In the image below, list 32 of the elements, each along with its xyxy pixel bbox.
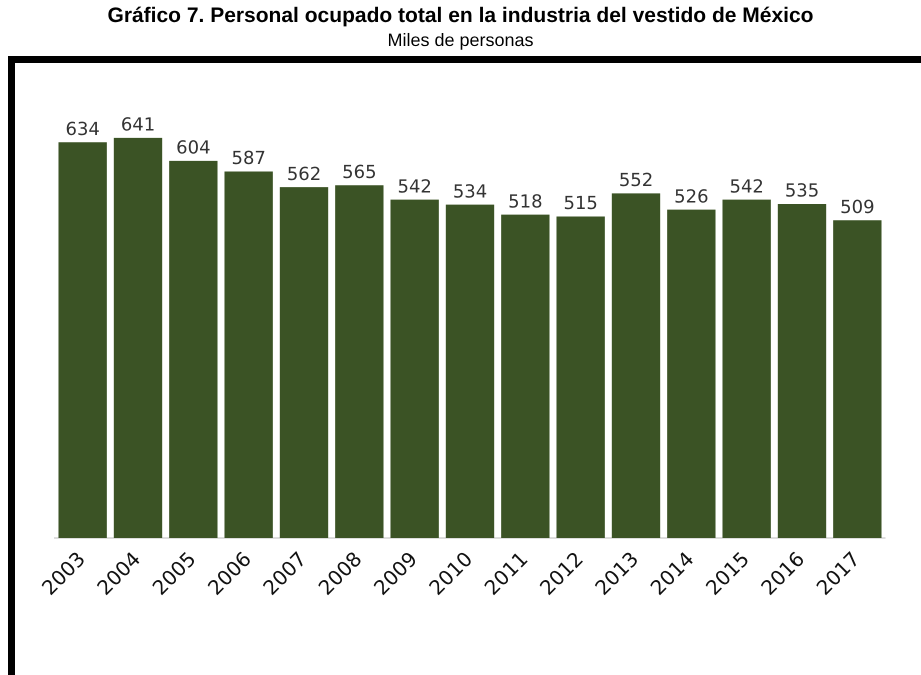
bar xyxy=(667,210,716,538)
bar xyxy=(556,216,605,538)
data-label: 518 xyxy=(508,191,543,212)
data-label: 509 xyxy=(840,196,875,218)
bar xyxy=(722,200,771,538)
bar xyxy=(335,185,384,538)
chart-title: Gráfico 7. Personal ocupado total en la industria del vestido de México xyxy=(106,4,814,28)
bar xyxy=(778,204,826,538)
bar xyxy=(280,187,328,538)
bar xyxy=(169,160,218,538)
bar xyxy=(612,193,660,538)
data-label: 535 xyxy=(784,180,820,202)
bar xyxy=(501,214,550,538)
data-label: 552 xyxy=(618,170,654,192)
data-label: 562 xyxy=(286,164,322,185)
chart-subtitle: Miles de personas xyxy=(386,30,535,51)
bar xyxy=(114,138,162,538)
bar xyxy=(833,220,882,538)
bar xyxy=(224,172,273,538)
data-label: 542 xyxy=(397,176,432,198)
data-label: 634 xyxy=(65,118,100,140)
data-label: 526 xyxy=(674,186,709,208)
data-label: 587 xyxy=(231,148,266,170)
data-label: 515 xyxy=(563,193,598,214)
data-label: 604 xyxy=(176,138,211,159)
data-label: 534 xyxy=(452,181,488,202)
bar xyxy=(446,204,494,538)
data-label: 641 xyxy=(120,114,156,136)
bar xyxy=(390,200,439,538)
data-label: 565 xyxy=(342,162,377,183)
bar xyxy=(58,142,107,538)
data-label: 542 xyxy=(729,176,764,198)
